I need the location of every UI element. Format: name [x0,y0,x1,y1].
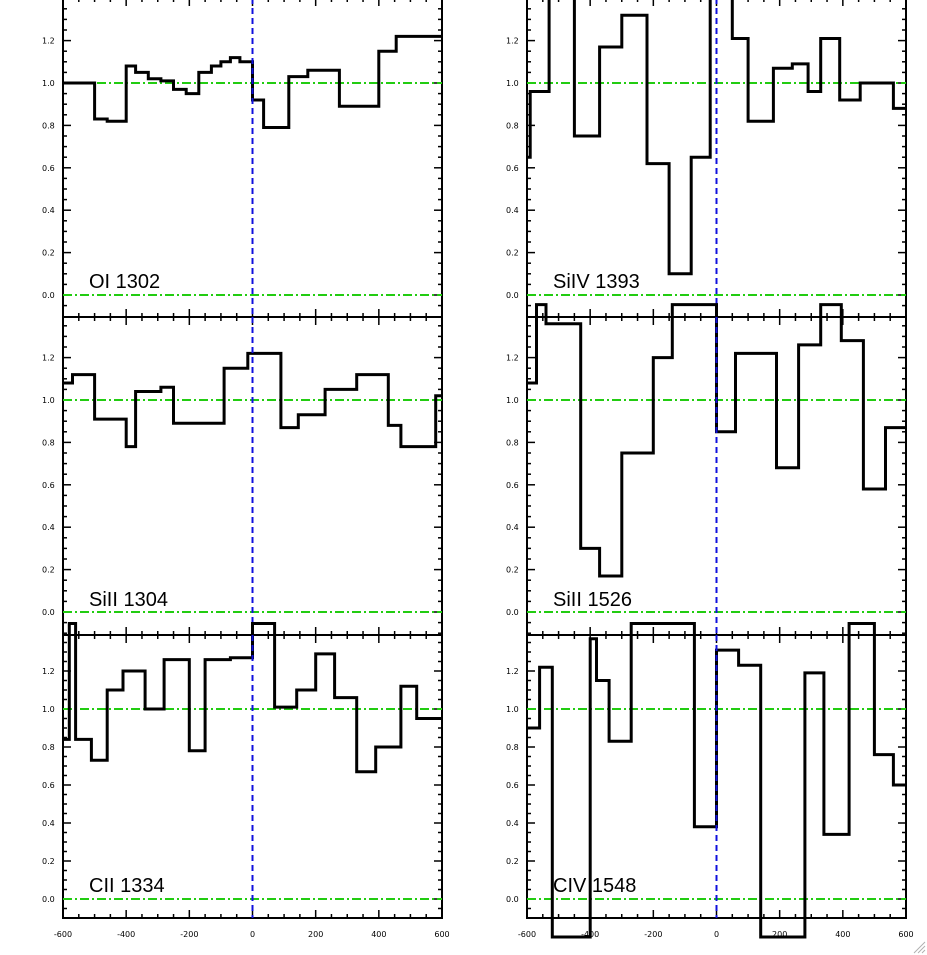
y-tick-label: 1.0 [42,79,55,88]
spectrum-clip [527,622,906,939]
x-tick-label: -600 [518,930,536,939]
y-axis-ticks [63,8,442,307]
y-tick-label: 0.6 [506,781,519,790]
y-tick-label: 0.8 [506,438,519,447]
y-tick-label: 0.8 [506,121,519,130]
y-tick-label: 0.6 [506,481,519,490]
y-tick-label: 0.2 [506,249,519,258]
x-tick-label: -200 [180,930,198,939]
y-tick-label: 1.0 [506,705,519,714]
spectrum-clip [527,0,906,276]
y-tick-label: 0.8 [42,743,55,752]
y-tick-label: 0.6 [42,164,55,173]
flux-spectrum [63,622,442,774]
x-tick-label: 200 [308,930,323,939]
y-tick-label: 0.8 [42,121,55,130]
x-tick-label: 400 [835,930,850,939]
panel-label: CII 1334 [89,875,165,897]
y-tick-label: 0.4 [42,206,55,215]
y-tick-label: 1.2 [42,667,55,676]
y-tick-label: 1.2 [506,667,519,676]
y-tick-label: 0.0 [42,895,55,904]
panel-siii-1526: 0.0 0.2 0.4 0.6 0.8 1.0 1.2 SiII 1526 [506,303,907,636]
x-axis-ticks [62,635,443,918]
y-tick-label: 1.0 [506,396,519,405]
panel-cii-1334: 0.0 0.2 0.4 0.6 0.8 1.0 1.2 -600 -400 -200 0 200 400… [42,622,450,939]
y-tick-label: 0.0 [42,291,55,300]
y-axis-ticks [63,325,442,634]
spectrum-clip [63,622,442,774]
x-tick-label: -400 [117,930,135,939]
spectrum-clip [63,351,442,449]
panel-label: OI 1302 [89,271,160,293]
y-axis-ticks [527,325,906,634]
x-tick-label: 600 [898,930,913,939]
flux-spectrum [527,622,906,939]
panel-civ-1548: 0.00.20.40.60.81.01.2-600 -400 -200 0 200 400… [506,622,914,939]
x-tick-label: 0 [714,930,719,939]
y-axis-ticks [63,641,442,910]
y-tick-label: 1.2 [506,354,519,363]
flux-spectrum [63,34,442,129]
y-tick-label: 1.0 [42,396,55,405]
y-tick-label: 0.0 [42,608,55,617]
y-tick-label: 0.4 [506,206,519,215]
x-tick-label: -200 [644,930,662,939]
y-tick-label: 0.4 [506,819,519,828]
panel-label: SiII 1526 [553,589,632,611]
panel-label: CIV 1548 [553,875,636,897]
x-axis-ticks [526,317,907,635]
y-tick-label: 0.2 [42,857,55,866]
y-tick-label: 0.2 [506,566,519,575]
y-tick-label: 0.6 [506,164,519,173]
x-tick-label: 400 [371,930,386,939]
x-tick-label: 200 [772,930,787,939]
panel-label: SiII 1304 [89,589,168,611]
y-tick-label: 0.6 [42,781,55,790]
x-axis-ticks [526,0,907,317]
y-tick-label: 0.2 [42,566,55,575]
y-tick-label: 0.4 [42,523,55,532]
spectrum-clip [63,34,442,129]
y-tick-label: 0.8 [42,438,55,447]
y-tick-label: 1.0 [506,79,519,88]
y-tick-label: 1.2 [506,37,519,46]
y-tick-label: 1.2 [42,37,55,46]
y-tick-label: 1.2 [42,354,55,363]
flux-spectrum [63,351,442,449]
y-tick-label: 0.4 [506,523,519,532]
panel-grid: 0.0 0.2 0.4 0.6 0.8 1.0 1.2 OI 1302 0.0 0.2 0.4 0.6… [42,0,914,939]
x-tick-label: 600 [434,930,449,939]
y-tick-label: 1.0 [42,705,55,714]
resize-grip-icon [913,941,926,954]
x-tick-label: -600 [54,930,72,939]
y-tick-label: 0.0 [506,608,519,617]
y-tick-label: 0.2 [42,249,55,258]
y-tick-label: 0.0 [506,291,519,300]
flux-spectrum [527,0,906,276]
panel-siii-1304: 0.0 0.2 0.4 0.6 0.8 1.0 1.2 SiII 1304 [42,316,443,636]
y-tick-label: 0.8 [506,743,519,752]
x-tick-label: 0 [250,930,255,939]
y-tick-label: 0.2 [506,857,519,866]
panel-oi-1302: 0.0 0.2 0.4 0.6 0.8 1.0 1.2 OI 1302 [42,0,443,318]
y-tick-label: 0.0 [506,895,519,904]
panel-label: SiIV 1393 [553,271,640,293]
y-tick-label: 0.4 [42,819,55,828]
panel-siiv-1393: 0.0 0.2 0.4 0.6 0.8 1.0 1.2 SiIV 1393 [506,0,907,318]
y-tick-label: 0.6 [42,481,55,490]
